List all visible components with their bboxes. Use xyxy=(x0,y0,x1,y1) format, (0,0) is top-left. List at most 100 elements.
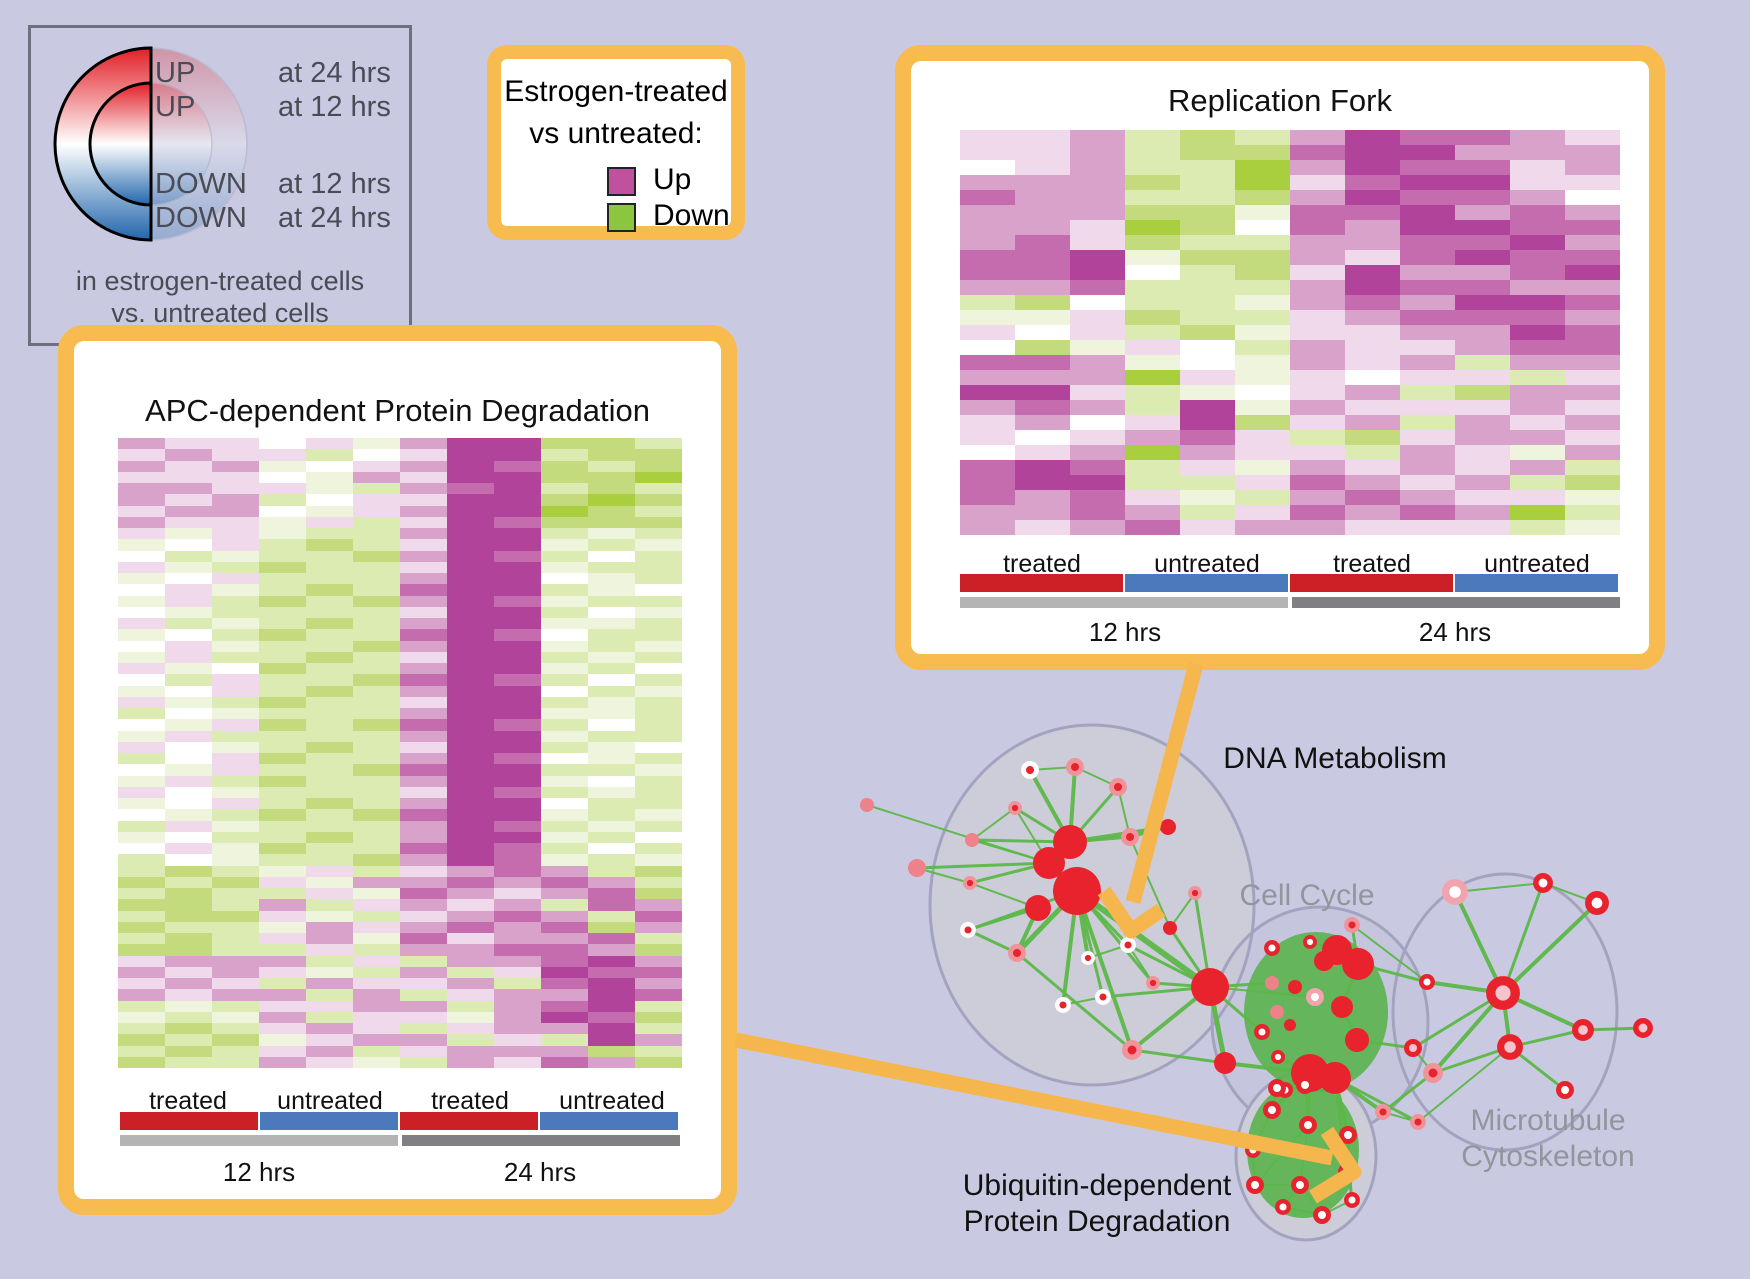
ring-row-word-2: DOWN xyxy=(155,168,247,200)
network-edge xyxy=(1432,1045,1511,1075)
heatmap-cell xyxy=(1400,415,1455,430)
network-node xyxy=(1313,1206,1331,1224)
heatmap-cell xyxy=(541,989,588,1001)
heatmap-cell xyxy=(1290,220,1345,235)
heatmap-cell xyxy=(1070,130,1125,145)
heatmap-cell xyxy=(1070,445,1125,460)
heatmap-cell xyxy=(635,584,682,596)
heatmap-cell xyxy=(1235,175,1290,190)
heatmap-cell xyxy=(588,775,635,787)
network-node xyxy=(1344,917,1360,933)
heatmap-cell xyxy=(1235,400,1290,415)
heatmap-cell xyxy=(259,741,306,753)
network-node xyxy=(908,859,926,877)
heatmap-cell xyxy=(447,550,494,562)
heatmap-cell xyxy=(165,876,212,888)
heatmap-cell xyxy=(353,539,400,551)
heatmap-cell xyxy=(212,831,259,843)
heatmap-cell xyxy=(447,955,494,967)
heatmap-cell xyxy=(259,449,306,461)
network-edge xyxy=(1068,766,1077,843)
heatmap-cell xyxy=(306,831,353,843)
heatmap-cell xyxy=(494,539,541,551)
heatmap-cell xyxy=(306,741,353,753)
heatmap-cell xyxy=(1345,370,1400,385)
heatmap-cell xyxy=(541,640,588,652)
heatmap-cell xyxy=(1345,340,1400,355)
heatmap-cell xyxy=(306,944,353,956)
heatmap-cell xyxy=(1015,235,1070,250)
heatmap-cell xyxy=(447,528,494,540)
heatmap-cell xyxy=(960,475,1015,490)
heatmap-cell xyxy=(400,471,447,483)
heatmap-cell xyxy=(635,910,682,922)
heatmap-cell xyxy=(1565,145,1620,160)
heatmap-cell xyxy=(494,483,541,495)
heatmap-cell xyxy=(494,809,541,821)
heatmap-cell xyxy=(353,640,400,652)
heatmap-cell xyxy=(1180,430,1235,445)
heatmap-cell xyxy=(118,618,165,630)
heatmap-cell xyxy=(494,640,541,652)
heatmap-cell xyxy=(588,1011,635,1023)
network-node xyxy=(1314,951,1334,971)
heatmap-cell xyxy=(1015,220,1070,235)
heatmap-cell xyxy=(259,674,306,686)
heatmap-cell xyxy=(1015,430,1070,445)
heatmap-cell xyxy=(1125,205,1180,220)
network-edge xyxy=(967,906,1039,932)
heatmap-cell xyxy=(447,764,494,776)
condition-label: untreated xyxy=(277,1087,383,1115)
heatmap-cell xyxy=(212,460,259,472)
heatmap-cell xyxy=(1125,175,1180,190)
heatmap-cell xyxy=(118,483,165,495)
heatmap-cell xyxy=(259,888,306,900)
heatmap-cell xyxy=(1455,475,1510,490)
network-edge xyxy=(1252,1149,1256,1186)
heatmap-cell xyxy=(306,550,353,562)
arrow-to-ubiquitin-head xyxy=(1309,1126,1362,1204)
heatmap-cell xyxy=(1235,505,1290,520)
network-edge xyxy=(1068,786,1120,843)
heatmap-cell xyxy=(447,843,494,855)
heatmap-cell xyxy=(353,933,400,945)
heatmap-cell xyxy=(588,764,635,776)
heatmap-cell xyxy=(588,516,635,528)
network-node xyxy=(1263,1101,1281,1119)
heatmap-cell xyxy=(118,809,165,821)
network-edge xyxy=(1501,882,1545,994)
heatmap-cell xyxy=(306,921,353,933)
heatmap-cell xyxy=(259,753,306,765)
heatmap-cell xyxy=(960,235,1015,250)
heatmap-cell xyxy=(1290,400,1345,415)
condition-label: untreated xyxy=(559,1087,665,1115)
heatmap-cell xyxy=(1290,475,1345,490)
heatmap-cell xyxy=(400,775,447,787)
heatmap-cell xyxy=(494,471,541,483)
heatmap-cell xyxy=(165,831,212,843)
heatmap-cell xyxy=(588,494,635,506)
heatmap-cell xyxy=(118,719,165,731)
heatmap-cell xyxy=(635,640,682,652)
heatmap-cell xyxy=(259,978,306,990)
heatmap-cell xyxy=(1015,520,1070,535)
heatmap-cell xyxy=(400,663,447,675)
heatmap-cell xyxy=(588,1056,635,1068)
network-node xyxy=(1338,1163,1356,1181)
heatmap-cell xyxy=(494,798,541,810)
network-node xyxy=(1288,980,1302,994)
heatmap-cell xyxy=(212,820,259,832)
heatmap-cell xyxy=(306,820,353,832)
heatmap-cell xyxy=(353,606,400,618)
heatmap-cell xyxy=(353,730,400,742)
arrow-to-dna-metabolism-shaft xyxy=(1125,662,1204,904)
heatmap-cell xyxy=(306,1056,353,1068)
down-label: Down xyxy=(653,199,730,232)
heatmap-cell xyxy=(541,696,588,708)
network-edge xyxy=(1335,947,1360,967)
heatmap-cell xyxy=(353,573,400,585)
heatmap-cell xyxy=(118,876,165,888)
heatmap-cell xyxy=(1455,505,1510,520)
apc-title: APC-dependent Protein Degradation xyxy=(145,393,650,428)
heatmap-cell xyxy=(118,831,165,843)
